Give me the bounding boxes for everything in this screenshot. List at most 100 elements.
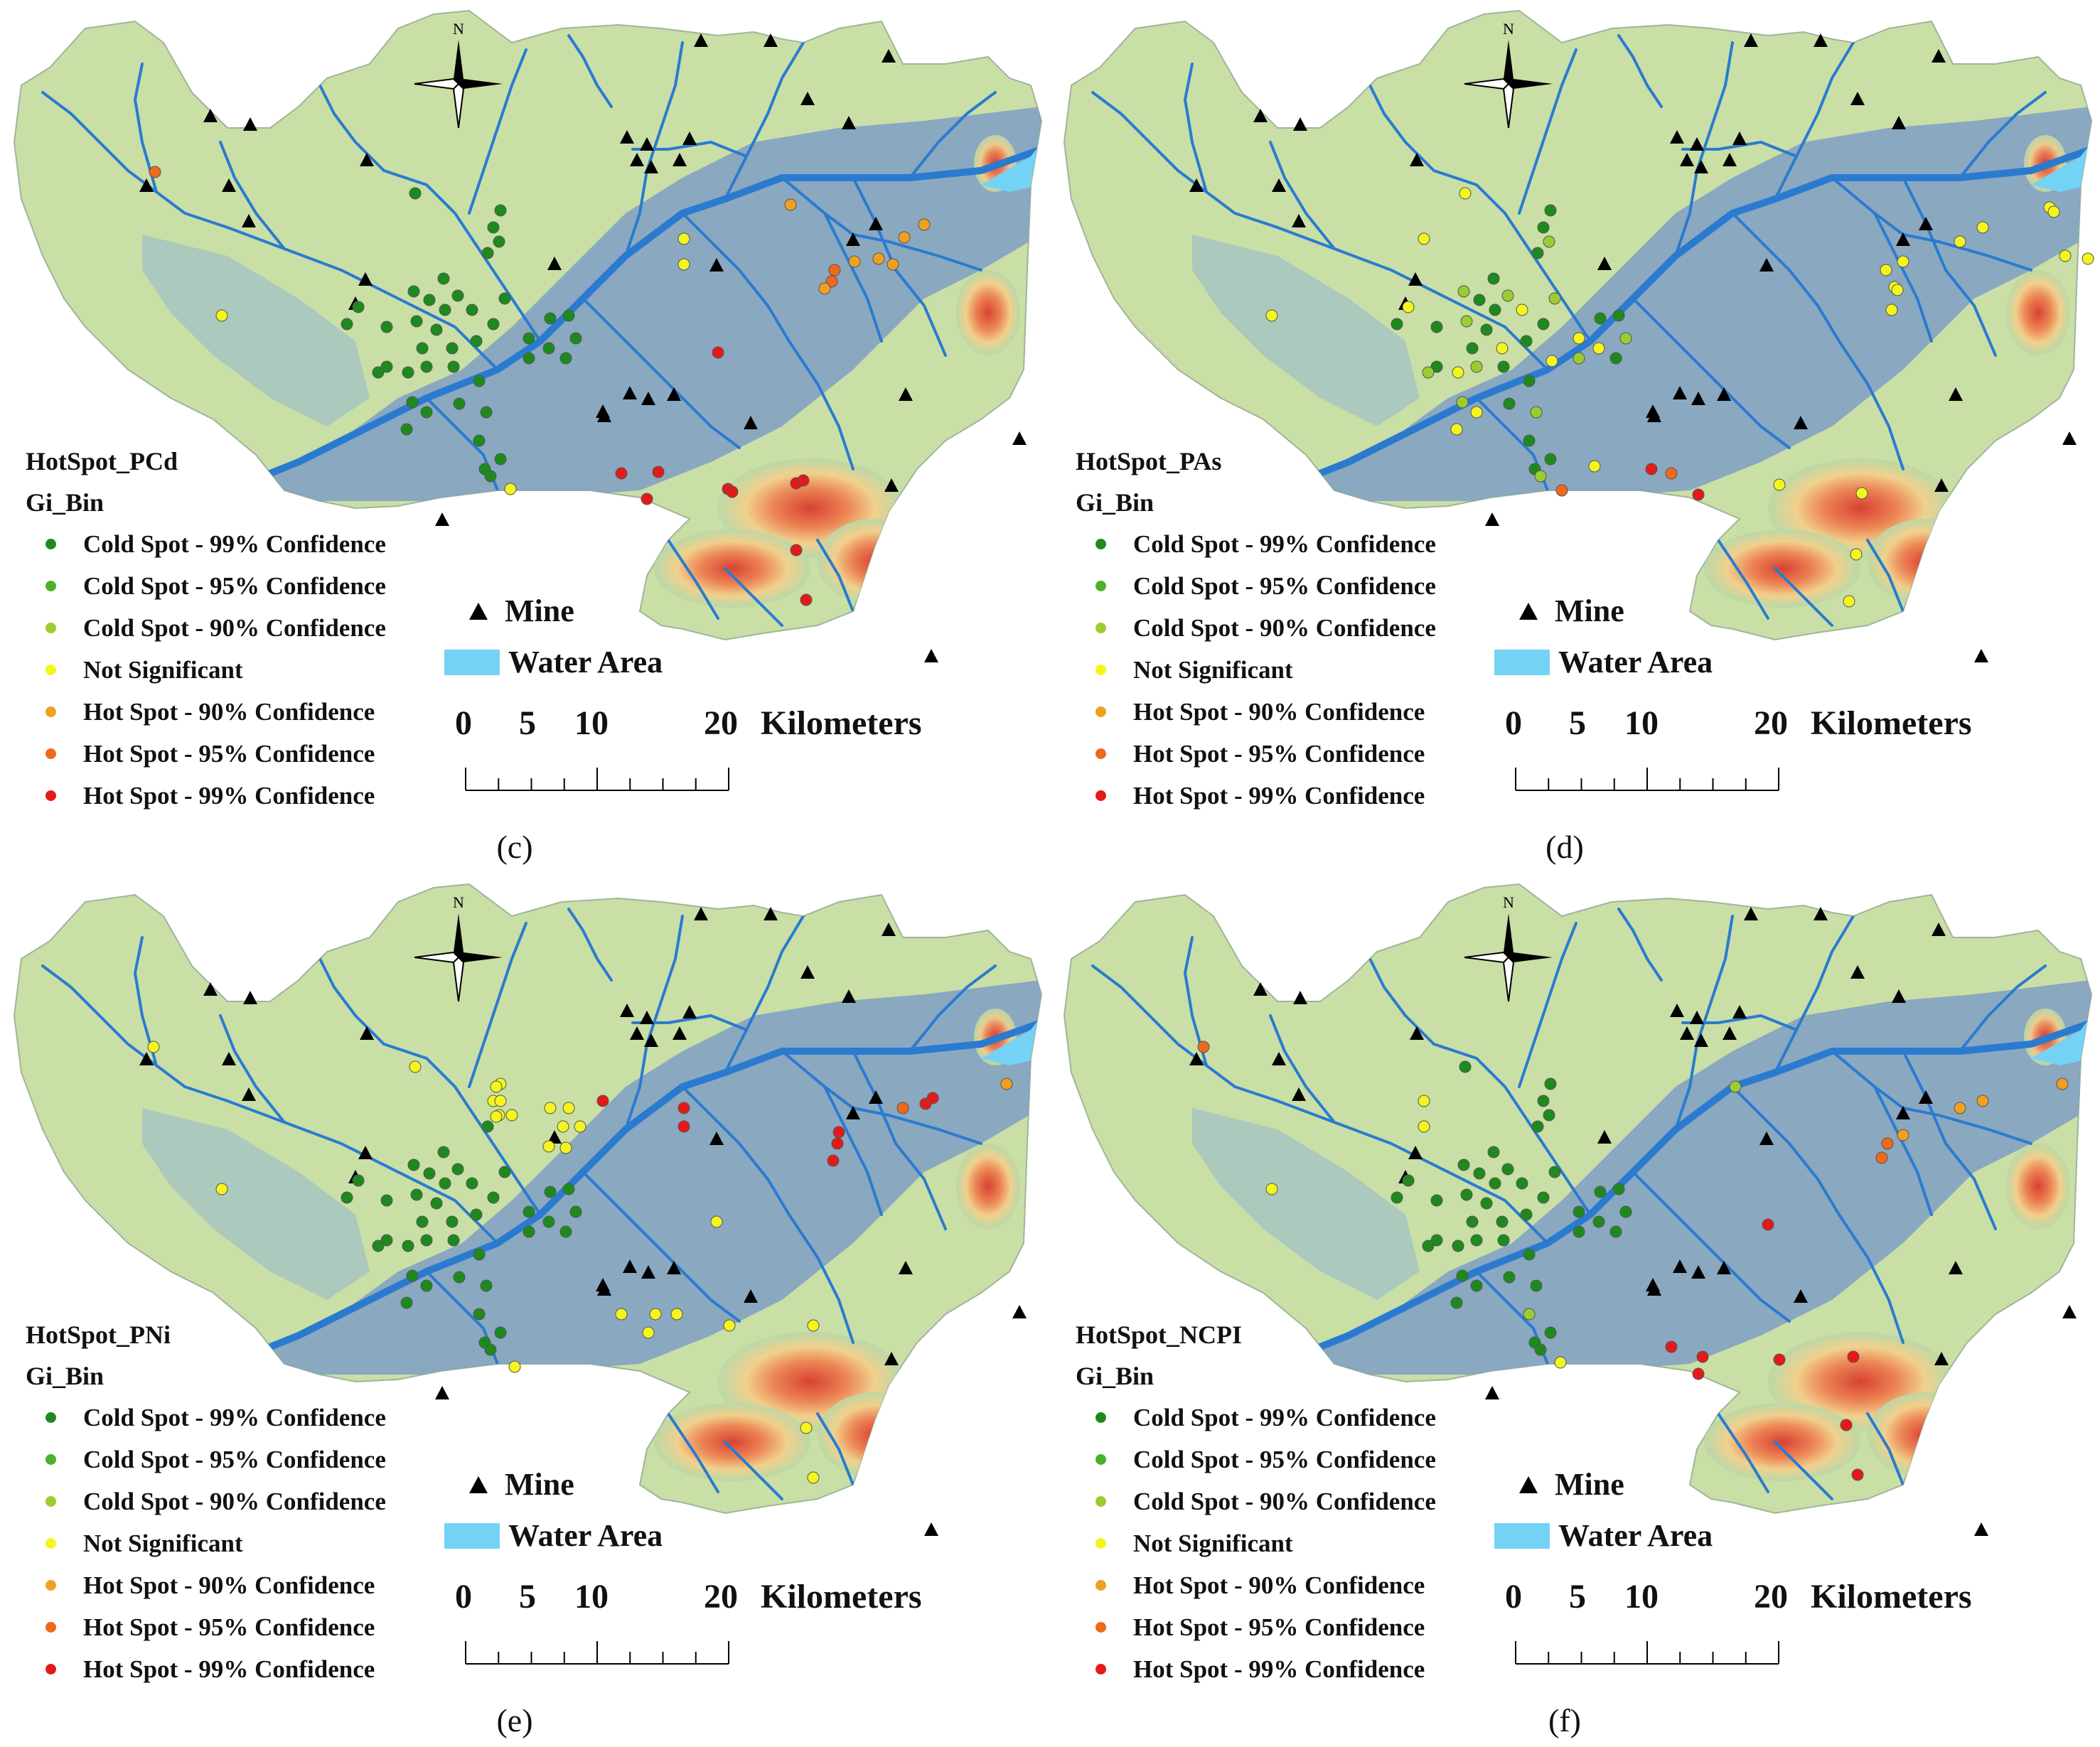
river-7: [781, 176, 883, 343]
mine-marker: [1932, 49, 1946, 63]
scale-tick-label: 0: [455, 1578, 472, 1616]
mine-marker: [360, 153, 374, 166]
mine-marker: [1892, 989, 1906, 1003]
mine-marker: [243, 117, 257, 131]
legend-item-label: Cold Spot - 90% Confidence: [1133, 1487, 1436, 1515]
legend-subtitle: Gi_Bin: [1076, 488, 1155, 517]
mine-marker: [1949, 1261, 1963, 1274]
scale-tick-label: 20: [1754, 1578, 1788, 1616]
mine-marker: [641, 392, 655, 405]
hotspot-point: [446, 342, 459, 355]
legend-item: Cold Spot - 90% Confidence: [1095, 1480, 1436, 1522]
hotspot-point: [1612, 309, 1625, 322]
hotspot-point: [569, 332, 582, 345]
lowland-valley: [142, 1108, 370, 1300]
hotspot-point: [1543, 1109, 1555, 1122]
hotspot-point: [1773, 478, 1786, 491]
legend-title: HotSpot_NCPI: [1076, 1321, 1243, 1349]
mine-marker: [1690, 137, 1704, 151]
hotspot-point: [1459, 187, 1472, 200]
river-6: [1902, 176, 1997, 357]
river-21: [1873, 1085, 2032, 1145]
hotspot-point: [818, 282, 831, 295]
hotspot-point: [828, 264, 841, 276]
river-12: [41, 91, 229, 229]
legend-subtitle: Gi_Bin: [1076, 1362, 1155, 1390]
mine-marker: [222, 178, 236, 192]
river-0: [224, 146, 1041, 494]
river-13: [219, 141, 286, 250]
hotspot-point: [1430, 321, 1443, 333]
hotspot-point: [149, 166, 161, 178]
hotspot-point: [410, 315, 423, 328]
mine-marker: [1690, 1011, 1704, 1024]
mine-marker: [882, 923, 896, 936]
legend-item-label: Hot Spot - 95% Confidence: [83, 739, 375, 768]
hotspot-point: [1573, 352, 1585, 365]
hotspot-point: [1487, 272, 1500, 285]
hotspot-point: [1534, 470, 1547, 483]
mine-marker: [682, 131, 697, 145]
hotspot-point: [1503, 397, 1516, 410]
hotspot-point: [1460, 315, 1473, 328]
hotspot-point: [439, 1177, 451, 1190]
legend-item-label: Cold Spot - 95% Confidence: [1133, 1445, 1436, 1473]
hotspot-point: [147, 1041, 160, 1053]
hotspot-point: [1531, 247, 1544, 259]
hotspot-point: [352, 301, 365, 313]
mine-marker: [1408, 1146, 1423, 1159]
hotspot-point: [544, 1186, 557, 1198]
legend-item: Hot Spot - 95% Confidence: [45, 1606, 386, 1648]
hotspot-point: [420, 1234, 433, 1247]
legend-item-label: Hot Spot - 95% Confidence: [1133, 1613, 1425, 1641]
water-area-shape: [2031, 142, 2091, 192]
hotspot-point: [790, 544, 803, 557]
legend-item-label: Hot Spot - 90% Confidence: [83, 697, 375, 726]
mine-marker: [694, 33, 708, 47]
hotspot-point: [1523, 375, 1536, 387]
hotspot-point: [473, 434, 486, 447]
elevation-map: N: [13, 883, 1043, 1665]
scale-unit-label: Kilometers: [761, 1578, 922, 1616]
hotspot-point: [784, 198, 797, 211]
legend-item: Cold Spot - 95% Confidence: [1095, 565, 1436, 607]
hotspot-point: [1265, 309, 1278, 322]
hotspot-point: [1692, 1367, 1705, 1380]
hotspot-point: [423, 1167, 436, 1180]
hotspot-point: [1840, 1419, 1853, 1431]
legend-item: Cold Spot - 95% Confidence: [1095, 1439, 1436, 1480]
river-20: [567, 908, 613, 982]
hotspot-point: [447, 360, 460, 373]
mine-label: Mine: [505, 593, 574, 628]
hotspot-point: [1847, 1350, 1860, 1363]
mine-marker: [682, 1005, 697, 1018]
hotspot-point: [423, 294, 436, 306]
mine-marker: [644, 1033, 658, 1047]
water-swatch-icon: [1494, 649, 1550, 675]
river-16: [1866, 1412, 1905, 1486]
hill-1: [654, 1403, 810, 1481]
water-area-legend: Water Area: [1494, 644, 1713, 680]
legend-item-label: Hot Spot - 90% Confidence: [1133, 697, 1425, 726]
hotspot-point: [1470, 1234, 1483, 1247]
mine-marker: [1408, 272, 1423, 286]
river-19: [1518, 48, 1577, 215]
mine-marker: [620, 130, 634, 144]
hotspot-point: [797, 474, 810, 487]
water-swatch-icon: [444, 1522, 500, 1549]
hotspot-point: [1473, 294, 1486, 306]
hotspot-point: [1729, 1080, 1742, 1093]
river-19: [468, 48, 527, 215]
legend-list: Cold Spot - 99% Confidence Cold Spot - 95…: [45, 523, 386, 817]
mine-marker: [1673, 386, 1687, 399]
hotspot-point: [480, 1279, 493, 1292]
hotspot-point: [498, 1166, 511, 1178]
river-14: [1717, 539, 1769, 620]
hotspot-point: [1954, 1102, 1966, 1114]
hotspot-point: [473, 1308, 486, 1321]
hotspot-point: [402, 1240, 414, 1252]
scale-unit-label: Kilometers: [761, 704, 922, 742]
hotspot-point: [1501, 1163, 1514, 1176]
legend-item: Hot Spot - 90% Confidence: [1095, 691, 1436, 733]
river-12: [41, 964, 229, 1102]
